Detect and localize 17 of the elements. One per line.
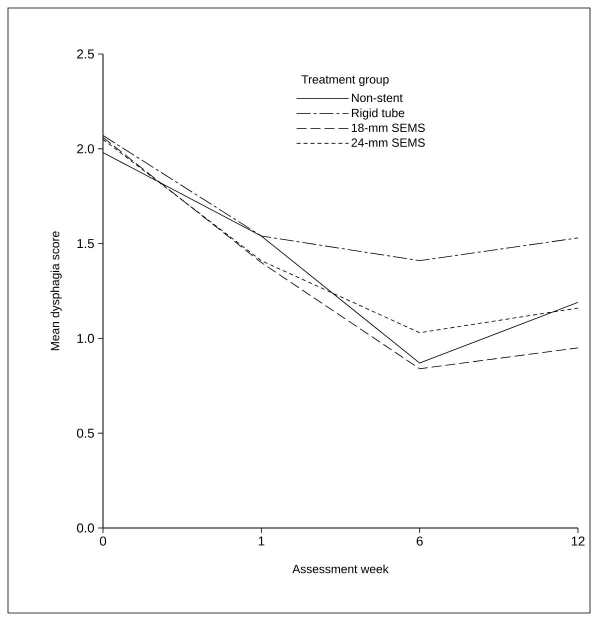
x-tick-label: 1 — [258, 536, 264, 546]
x-tick-label: 12 — [572, 536, 585, 546]
x-tick-label: 6 — [416, 536, 423, 546]
y-tick-label: 1.0 — [77, 334, 94, 343]
y-tick-label: 1.5 — [77, 239, 94, 248]
x-tick-label: 0 — [100, 536, 106, 546]
legend-label: Rigid tube — [352, 108, 404, 120]
y-axis-title: Mean dysphagia score — [50, 231, 62, 350]
legend-label: 24-mm SEMS — [352, 138, 425, 147]
x-axis-title: Assessment week — [292, 564, 389, 574]
y-tick-label: 0.5 — [76, 428, 94, 438]
legend-label: Non-stent — [352, 94, 403, 102]
y-tick-label: 0.0 — [76, 523, 94, 533]
y-tick-label: 2.5 — [77, 49, 94, 59]
legend-label: 18-mm SEMS — [352, 124, 425, 132]
y-tick-label: 2.0 — [77, 144, 94, 154]
legend-title: Treatment group — [302, 75, 389, 86]
